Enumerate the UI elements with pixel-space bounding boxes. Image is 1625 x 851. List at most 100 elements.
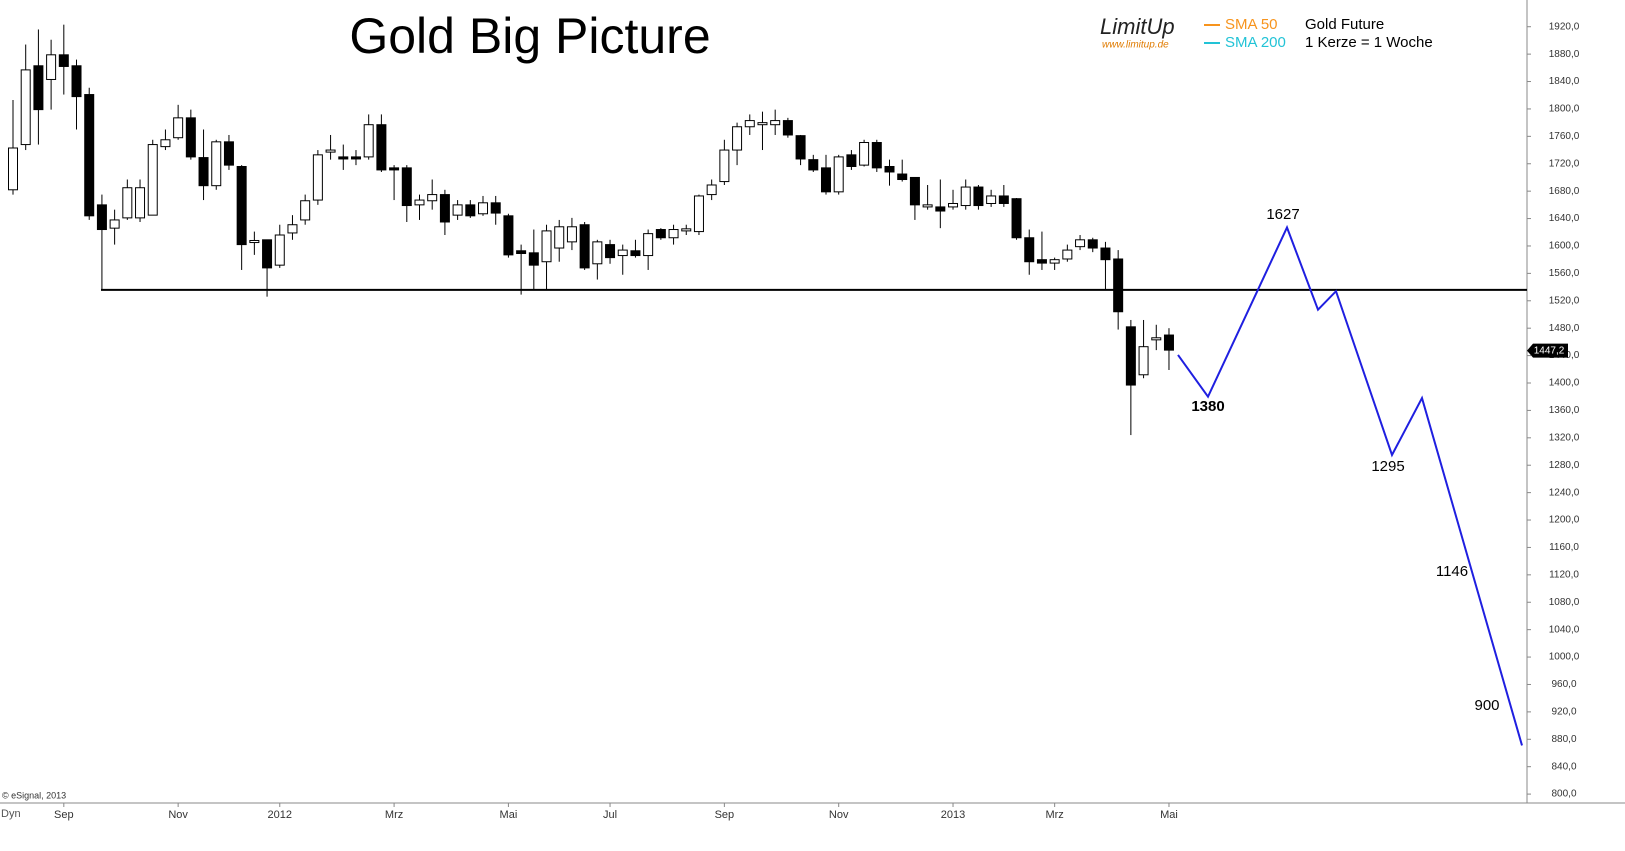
candle-body	[185, 117, 196, 158]
candle-body	[84, 94, 95, 217]
candle-body	[719, 149, 730, 183]
candle-body	[1125, 326, 1136, 386]
candle-body	[795, 135, 806, 160]
y-tick-label: 1560,0	[1549, 268, 1580, 279]
y-tick-label: 1040,0	[1549, 624, 1580, 635]
x-tick-label: Mai	[1160, 809, 1178, 821]
candle-body	[605, 244, 616, 259]
candle-body	[20, 69, 31, 146]
candle-body	[350, 156, 361, 160]
candle-body	[1011, 198, 1022, 239]
annotation: 1380	[1191, 398, 1224, 415]
y-tick-label: 960,0	[1551, 679, 1576, 690]
y-tick-label: 1080,0	[1549, 597, 1580, 608]
candle-body	[262, 239, 273, 269]
x-tick-label: Mai	[500, 809, 518, 821]
annotation: 1295	[1371, 458, 1404, 475]
price-tag	[1527, 343, 1568, 358]
y-tick-label: 1680,0	[1549, 186, 1580, 197]
candle-body	[325, 149, 336, 153]
candle-body	[274, 234, 285, 266]
candle-body	[706, 184, 717, 196]
candle-body	[986, 195, 997, 204]
forecast-line	[1177, 224, 1523, 746]
candle-body	[1113, 258, 1124, 313]
y-tick-label: 920,0	[1551, 707, 1576, 718]
candle-body	[338, 156, 349, 160]
y-tick-label: 1360,0	[1549, 405, 1580, 416]
candle-body	[884, 165, 895, 173]
candle-body	[452, 204, 463, 216]
x-tick-label: Mrz	[1045, 809, 1063, 821]
toolbar[interactable]: Dyn	[1, 808, 21, 820]
candle-body	[1049, 259, 1060, 264]
legend-label: SMA 200	[1225, 34, 1286, 51]
candle-body	[770, 120, 781, 126]
candle-body	[528, 252, 539, 266]
y-tick-label: 1600,0	[1549, 241, 1580, 252]
y-tick-label: 1800,0	[1549, 104, 1580, 115]
candle-body	[1138, 346, 1149, 376]
y-tick-label: 840,0	[1551, 761, 1576, 772]
y-tick-label: 1200,0	[1549, 515, 1580, 526]
candle-body	[160, 139, 171, 148]
candle-body	[439, 194, 450, 223]
brand: LimitUp	[1100, 14, 1175, 39]
candle-body	[211, 141, 222, 187]
y-tick-label: 1720,0	[1549, 158, 1580, 169]
candle-body	[236, 165, 247, 246]
candle-body	[427, 194, 438, 202]
candle-body	[58, 54, 69, 67]
candle-body	[8, 147, 18, 191]
candle-body	[46, 54, 57, 80]
y-tick-label: 1280,0	[1549, 460, 1580, 471]
annotation: 900	[1474, 697, 1499, 714]
candle-body	[1163, 334, 1174, 351]
candle-body	[681, 228, 692, 232]
candle-body	[757, 122, 768, 126]
candle-body	[503, 215, 514, 256]
candle-body	[96, 204, 107, 231]
x-tick-label: Mrz	[385, 809, 403, 821]
candle-body	[655, 229, 666, 239]
y-tick-label: 1840,0	[1549, 76, 1580, 87]
info: 1 Kerze = 1 Woche	[1305, 34, 1433, 51]
candle-body	[935, 206, 946, 212]
candle-body	[541, 230, 552, 263]
candle-body	[922, 204, 933, 208]
candle-body	[401, 167, 412, 207]
y-tick-label: 800,0	[1551, 789, 1576, 800]
candle-body	[135, 187, 146, 219]
candle-body	[909, 176, 920, 206]
candle-body	[71, 65, 82, 98]
candle-body	[1087, 239, 1098, 249]
y-tick-label: 1320,0	[1549, 432, 1580, 443]
candle-body	[1151, 337, 1162, 341]
candle-body	[643, 233, 654, 257]
candle-body	[1075, 239, 1086, 248]
y-tick-label: 1920,0	[1549, 21, 1580, 32]
candle-body	[668, 229, 679, 239]
candle-body	[33, 65, 44, 111]
y-tick-label: 1640,0	[1549, 213, 1580, 224]
candle-body	[490, 202, 501, 214]
brand-url: www.limitup.de	[1102, 40, 1169, 51]
candle-body	[859, 142, 870, 166]
x-tick-label: Nov	[829, 809, 849, 821]
candle-body	[630, 250, 641, 257]
y-tick-label: 1000,0	[1549, 652, 1580, 663]
candle-body	[693, 195, 704, 233]
candle-body	[948, 202, 959, 208]
x-tick-label: Sep	[715, 809, 735, 821]
copyright: © eSignal, 2013	[2, 790, 66, 800]
candle-body	[960, 186, 971, 207]
price-tag-label: 1447,2	[1534, 345, 1565, 356]
x-tick-label: 2013	[941, 809, 965, 821]
candle-body	[998, 195, 1009, 204]
candle-body	[1100, 247, 1111, 261]
x-tick-label: Sep	[54, 809, 74, 821]
chart-title: Gold Big Picture	[349, 8, 710, 64]
candle-body	[808, 159, 819, 171]
candle-body	[414, 199, 425, 206]
